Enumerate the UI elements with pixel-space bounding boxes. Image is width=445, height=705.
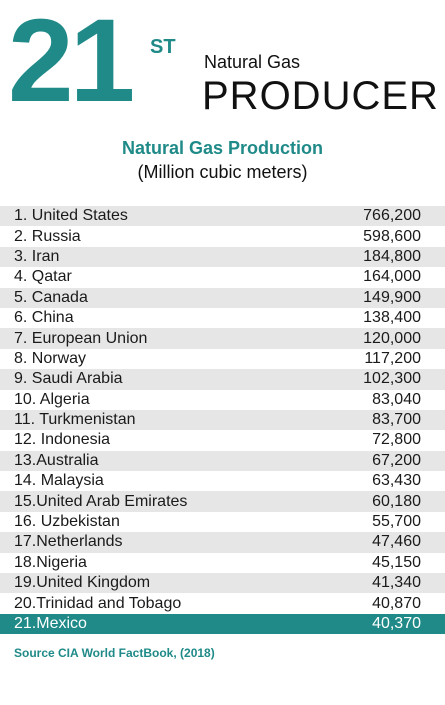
table-row: 6. China 138,400 — [0, 308, 445, 328]
row-label: 15.United Arab Emirates — [14, 492, 188, 510]
row-label: 21.Mexico — [14, 615, 87, 632]
row-value: 45,150 — [372, 553, 421, 571]
rank-number: 21 — [8, 0, 135, 127]
row-label: 20.Trinidad and Tobago — [14, 594, 182, 612]
row-value: 164,000 — [363, 268, 421, 286]
source-note: Source CIA World FactBook, (2018) — [14, 646, 215, 660]
row-value: 40,370 — [372, 615, 421, 632]
row-label: 19.United Kingdom — [14, 574, 151, 592]
row-label: 10. Algeria — [14, 390, 90, 408]
row-value: 47,460 — [372, 533, 421, 551]
row-value: 63,430 — [372, 472, 421, 490]
table-row: 1. United States 766,200 — [0, 206, 445, 227]
table-row: 2. Russia 598,600 — [0, 226, 445, 246]
table-row: 4. Qatar 164,000 — [0, 267, 445, 287]
row-value: 67,200 — [372, 451, 421, 469]
row-value: 41,340 — [372, 574, 421, 592]
chart-title: Natural Gas Production — [121, 138, 324, 158]
row-label: 14. Malaysia — [14, 472, 104, 490]
table-row: 18.Nigeria 45,150 — [0, 553, 445, 573]
row-value: 72,800 — [372, 431, 421, 449]
table-row: 19.United Kingdom 41,340 — [0, 573, 445, 594]
row-value: 102,300 — [363, 370, 421, 388]
table-row: 8. Norway 117,200 — [0, 349, 445, 369]
row-label: 13.Australia — [14, 451, 99, 469]
table-row: 14. Malaysia 63,430 — [0, 471, 445, 491]
row-value: 83,700 — [372, 411, 421, 429]
row-label: 3. Iran — [14, 247, 60, 265]
table-row: 13.Australia 67,200 — [0, 450, 445, 472]
table-row: 12. Indonesia 72,800 — [0, 430, 445, 450]
table-row: 15.United Arab Emirates 60,180 — [0, 491, 445, 512]
table-row: 3. Iran 184,800 — [0, 246, 445, 268]
table-row: 11. Turkmenistan 83,700 — [0, 409, 445, 431]
table-row: 16. Uzbekistan 55,700 — [0, 512, 445, 532]
table-row: 9. Saudi Arabia 102,300 — [0, 369, 445, 390]
chart-unit: (Million cubic meters) — [137, 162, 308, 182]
table-row: 17.Netherlands 47,460 — [0, 532, 445, 553]
row-value: 40,870 — [372, 594, 421, 612]
row-label: 11. Turkmenistan — [14, 411, 136, 429]
table-row: 5. Canada 149,900 — [0, 287, 445, 308]
row-value: 184,800 — [363, 247, 421, 265]
row-value: 138,400 — [363, 309, 421, 327]
row-value: 766,200 — [363, 207, 421, 225]
row-label: 8. Norway — [14, 349, 87, 367]
row-label: 16. Uzbekistan — [14, 513, 120, 531]
row-label: 2. Russia — [14, 227, 81, 245]
row-value: 117,200 — [364, 349, 421, 367]
row-value: 598,600 — [363, 227, 421, 245]
row-value: 83,040 — [372, 390, 421, 408]
row-value: 60,180 — [372, 492, 421, 510]
row-label: 5. Canada — [14, 288, 88, 306]
table-row: 20.Trinidad and Tobago 40,870 — [0, 593, 445, 613]
row-label: 12. Indonesia — [14, 431, 111, 449]
header-line2: PRODUCER — [202, 74, 439, 118]
row-label: 4. Qatar — [14, 268, 72, 286]
row-label: 17.Netherlands — [14, 533, 123, 551]
table-row: 21.Mexico 40,370 — [0, 613, 445, 635]
table-row: 7. European Union 120,000 — [0, 328, 445, 349]
row-label: 7. European Union — [14, 329, 148, 347]
row-label: 18.Nigeria — [14, 553, 87, 571]
rank-suffix: ST — [150, 36, 176, 58]
row-label: 1. United States — [14, 207, 128, 225]
row-value: 120,000 — [363, 329, 421, 347]
ranking-table: 1. United States 766,200 2. Russia 598,600 3… — [0, 206, 445, 635]
row-label: 9. Saudi Arabia — [14, 370, 123, 388]
row-label: 6. China — [14, 309, 74, 327]
table-row: 10. Algeria 83,040 — [0, 390, 445, 410]
row-value: 149,900 — [363, 288, 421, 306]
header-line1: Natural Gas — [204, 52, 301, 72]
row-value: 55,700 — [372, 513, 421, 531]
